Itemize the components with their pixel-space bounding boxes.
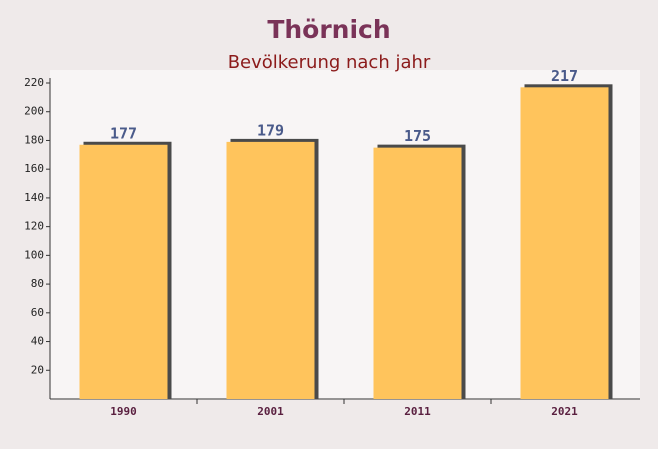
y-tick-label: 200 (24, 105, 44, 118)
y-tick-label: 180 (24, 133, 44, 146)
x-tick-label: 2001 (257, 405, 284, 418)
value-label: 179 (257, 121, 284, 139)
bar (520, 87, 609, 400)
bar (226, 141, 315, 399)
y-tick-label: 220 (24, 76, 44, 89)
value-label: 177 (110, 124, 137, 142)
y-tick-label: 40 (31, 335, 44, 348)
y-tick-label: 80 (31, 277, 44, 290)
bar (373, 147, 462, 399)
x-tick-label: 2021 (551, 405, 578, 418)
y-tick-label: 140 (24, 191, 44, 204)
y-tick-label: 20 (31, 363, 44, 376)
y-tick-label: 100 (24, 248, 44, 261)
y-tick-label: 120 (24, 220, 44, 233)
x-tick-label: 2011 (404, 405, 431, 418)
x-tick-label: 1990 (110, 405, 137, 418)
bar (79, 144, 168, 399)
value-label: 175 (404, 127, 431, 145)
y-tick-label: 60 (31, 306, 44, 319)
value-label: 217 (551, 67, 578, 85)
chart-title: Thörnich (267, 15, 390, 44)
y-tick-label: 160 (24, 162, 44, 175)
chart-subtitle: Bevölkerung nach jahr (228, 52, 431, 73)
